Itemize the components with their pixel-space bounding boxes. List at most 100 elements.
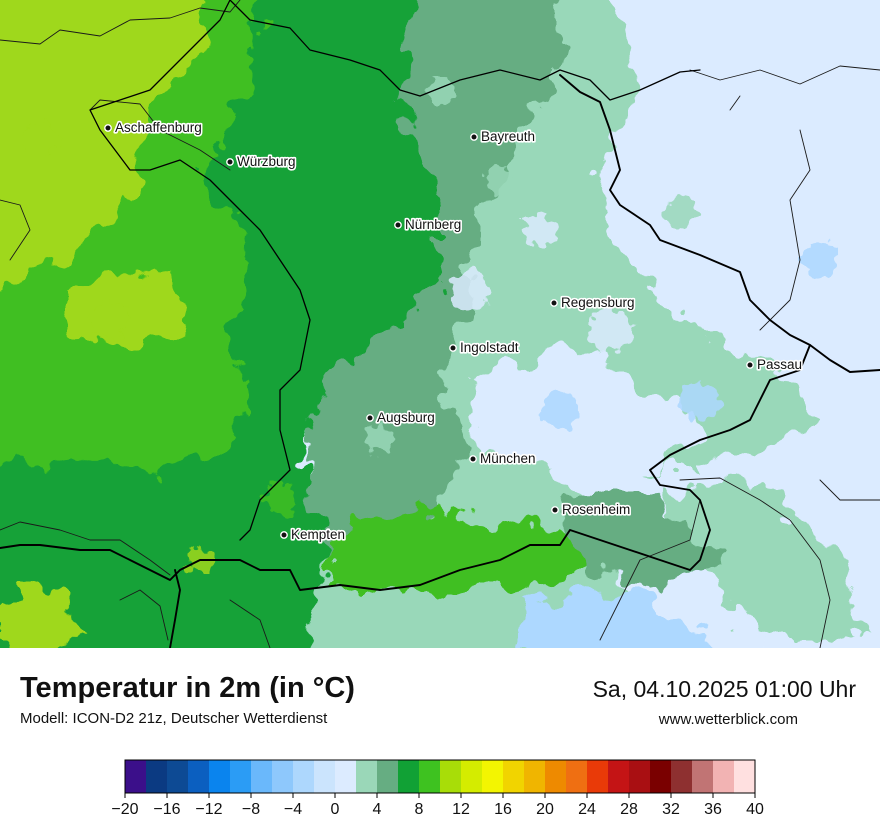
legend-swatch [356, 760, 378, 793]
legend-swatch [650, 760, 672, 793]
legend-swatch [629, 760, 651, 793]
legend-tick-label: 4 [373, 801, 382, 818]
city-label: Augsburg [377, 410, 435, 425]
city-dot [226, 158, 234, 166]
legend-swatch [608, 760, 630, 793]
legend-swatch [230, 760, 252, 793]
zone-blue-se [520, 590, 712, 648]
legend-swatch [188, 760, 210, 793]
city-label: Regensburg [561, 295, 635, 310]
legend-tick-label: 32 [662, 801, 680, 818]
borders [0, 0, 880, 649]
district-line [0, 199, 31, 261]
city-marker: Aschaffenburg [104, 118, 203, 137]
city-marker: Bayreuth [470, 127, 537, 146]
bavaria-border [89, 0, 701, 541]
legend-tick-label: −20 [111, 801, 138, 818]
legend-tick-label: −16 [153, 801, 180, 818]
city-label: Ingolstadt [460, 340, 519, 355]
city-label: Passau [757, 357, 802, 372]
legend-swatch [713, 760, 735, 793]
legend-swatch [398, 760, 420, 793]
district-line [229, 599, 271, 649]
legend-swatch [377, 760, 399, 793]
city-label: Rosenheim [562, 502, 630, 517]
legend-tick-label: 0 [331, 801, 340, 818]
district-line [0, 0, 241, 45]
legend-swatch [545, 760, 567, 793]
zone-lime [0, 0, 210, 290]
legend-tick-label: 24 [578, 801, 596, 818]
national-border-austria [0, 344, 811, 591]
city-dot [104, 124, 112, 132]
lake-constance [169, 569, 181, 649]
legend-tick-label: 20 [536, 801, 554, 818]
city-marker: Nürnberg [394, 215, 463, 234]
legend-swatch [146, 760, 168, 793]
temperature-map: Aschaffenburg Würzburg Bayreuth Nürnberg Reg… [0, 0, 880, 649]
zone-bright-green-south [330, 510, 600, 590]
legend-swatch [587, 760, 609, 793]
zone-lime-south [0, 580, 80, 648]
city-label: Kempten [291, 527, 345, 542]
legend-frame [124, 759, 756, 794]
city-marker: Augsburg [366, 408, 436, 427]
legend-tick-label: 40 [746, 801, 764, 818]
legend-swatch [671, 760, 693, 793]
map-title: Temperatur in 2m (in °C) [20, 672, 355, 704]
legend-swatch [524, 760, 546, 793]
zone-pale-blue-center [470, 350, 700, 470]
zone-mint-alps [660, 480, 860, 640]
cities: Aschaffenburg Würzburg Bayreuth Nürnberg Reg… [104, 118, 804, 544]
city-label: Nürnberg [405, 217, 461, 232]
legend-swatch [335, 760, 357, 793]
legend-swatch [503, 760, 525, 793]
city-marker: München [469, 449, 537, 468]
city-label: Aschaffenburg [115, 120, 202, 135]
district-line [89, 99, 231, 171]
model-info: Modell: ICON-D2 21z, Deutscher Wetterdie… [20, 710, 328, 727]
legend-swatch [419, 760, 441, 793]
legend-swatch [692, 760, 714, 793]
legend-swatch [461, 760, 483, 793]
legend-tick-label: 12 [452, 801, 470, 818]
city-label: Bayreuth [481, 129, 535, 144]
legend-tick-label: 16 [494, 801, 512, 818]
legend-swatch [272, 760, 294, 793]
color-legend: −20 −16 −12 −8 −4 0 4 8 12 16 20 24 28 32 36 40 [111, 759, 764, 818]
district-line [729, 95, 741, 111]
legend-swatch [293, 760, 315, 793]
legend-swatch [734, 760, 756, 793]
city-dot [366, 414, 374, 422]
legend-swatch [314, 760, 336, 793]
district-line [819, 479, 880, 501]
district-line [759, 129, 811, 331]
footer-panel: Temperatur in 2m (in °C) Modell: ICON-D2… [0, 648, 880, 830]
district-line [689, 65, 880, 85]
city-marker: Kempten [280, 525, 347, 544]
district-line [119, 589, 169, 641]
valid-time: Sa, 04.10.2025 01:00 Uhr [592, 676, 856, 702]
city-dot [449, 344, 457, 352]
map-canvas: Aschaffenburg Würzburg Bayreuth Nürnberg Reg… [0, 0, 880, 649]
legend-swatch [125, 760, 147, 793]
legend-swatch [482, 760, 504, 793]
city-dot [280, 531, 288, 539]
city-marker: Regensburg [550, 293, 636, 312]
city-marker: Rosenheim [551, 500, 632, 519]
legend-tick-label: −8 [242, 801, 260, 818]
district-line [679, 477, 831, 649]
legend-swatch [167, 760, 189, 793]
city-dot [469, 455, 477, 463]
legend-swatch [440, 760, 462, 793]
city-label: Würzburg [237, 154, 296, 169]
website-link[interactable]: www.wetterblick.com [658, 711, 798, 728]
city-dot [551, 506, 559, 514]
city-marker: Passau [746, 355, 804, 374]
legend-swatch [566, 760, 588, 793]
district-line [599, 499, 701, 641]
legend-tick-label: 28 [620, 801, 638, 818]
legend-tick-label: −12 [195, 801, 222, 818]
district-line [0, 521, 171, 576]
legend-swatch [209, 760, 231, 793]
